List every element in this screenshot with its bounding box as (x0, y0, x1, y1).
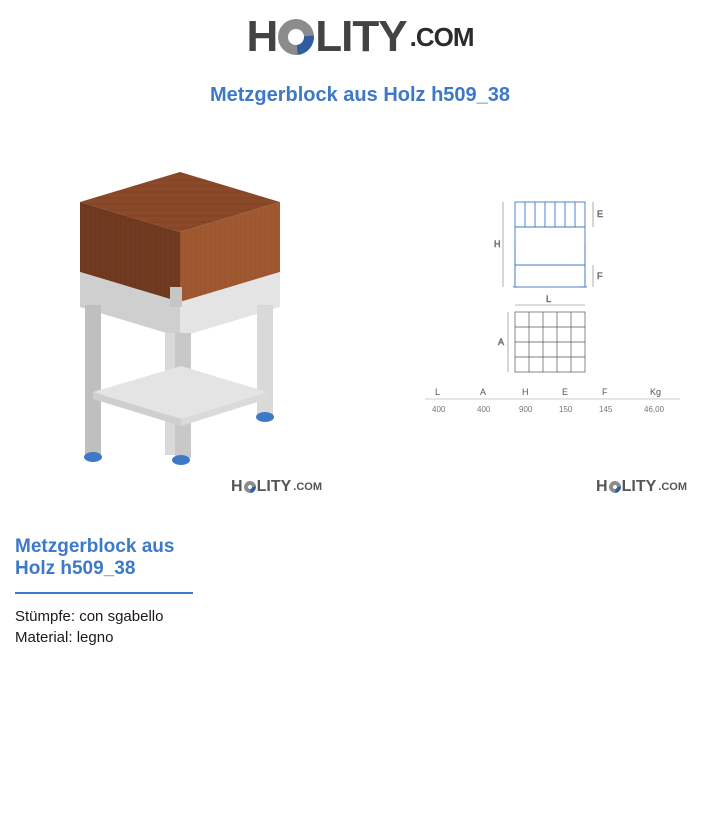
watermark: H LITY .COM (596, 478, 687, 496)
wm-ring-icon (606, 479, 623, 496)
technical-diagram: H E F L A (390, 147, 695, 477)
th-3: E (562, 387, 568, 397)
th-2: H (522, 387, 529, 397)
logo-ring-icon (271, 12, 322, 63)
foot-1 (84, 452, 102, 462)
wm-lity: LITY (622, 478, 657, 496)
shelf-top (93, 366, 267, 419)
logo-text-lity: LITY (315, 12, 406, 62)
spec-value-0: con sgabello (79, 608, 163, 625)
wm-lity: LITY (257, 478, 292, 496)
leg-back (170, 287, 182, 307)
page-title: Metzgerblock aus Holz h509_38 (210, 84, 510, 107)
leg-1 (85, 305, 101, 455)
td-3: 150 (559, 405, 573, 414)
top-plan (515, 312, 585, 372)
spec-line-1: Material: legno (15, 627, 705, 648)
foot-3 (256, 412, 274, 422)
logo-text-dotcom: .COM (410, 22, 474, 53)
spec-label-0: Stümpfe (15, 608, 71, 625)
details-section: Metzgerblock aus Holz h509_38 Stümpfe: c… (0, 502, 720, 648)
td-4: 145 (599, 405, 613, 414)
spec-label-1: Material (15, 629, 68, 646)
watermark: H LITY .COM (231, 478, 322, 496)
front-elevation (513, 202, 587, 287)
wm-h: H (231, 478, 243, 496)
td-2: 900 (519, 405, 533, 414)
dim-label-A: A (498, 337, 504, 347)
dim-label-H: H (494, 239, 501, 249)
details-title: Metzgerblock aus Holz h509_38 (15, 536, 193, 594)
dim-label-L: L (546, 294, 551, 304)
td-0: 400 (432, 405, 446, 414)
th-0: L (435, 387, 440, 397)
product-image-card: H LITY .COM (25, 147, 330, 502)
th-5: Kg (650, 387, 661, 397)
images-row: H LITY .COM (0, 107, 720, 502)
td-1: 400 (477, 405, 491, 414)
dim-label-F: F (597, 271, 603, 281)
wm-ring-icon (241, 479, 258, 496)
th-4: F (602, 387, 608, 397)
header: H LITY .COM Metzgerblock aus Holz h509_3… (0, 0, 720, 107)
wm-h: H (596, 478, 608, 496)
spec-value-1: legno (77, 629, 114, 646)
diagram-card: H E F L A (390, 147, 695, 502)
brand-logo: H LITY .COM (247, 12, 474, 62)
wm-dotcom: .COM (293, 481, 322, 493)
product-render (25, 147, 330, 477)
logo-text-h: H (247, 12, 278, 62)
dim-label-E: E (597, 209, 603, 219)
spec-line-0: Stümpfe: con sgabello (15, 606, 705, 627)
spec-table: L A H E F Kg 400 400 900 150 145 46,00 (425, 387, 680, 414)
td-5: 46,00 (644, 405, 665, 414)
wm-dotcom: .COM (658, 481, 687, 493)
foot-2 (172, 455, 190, 465)
th-1: A (480, 387, 486, 397)
